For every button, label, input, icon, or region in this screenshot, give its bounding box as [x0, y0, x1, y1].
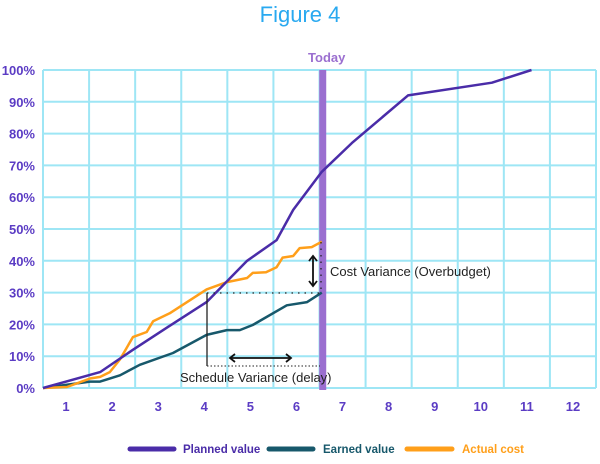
legend-label-actual: Actual cost — [462, 444, 524, 456]
x-tick-label: 10 — [474, 399, 488, 414]
legend-label-planned: Planned value — [183, 444, 260, 456]
legend: Planned value Earned value Actual cost — [127, 444, 524, 456]
x-tick-label: 9 — [431, 399, 438, 414]
y-tick-label: 0% — [16, 381, 35, 396]
legend-item-planned: Planned value — [127, 444, 260, 456]
y-tick-label: 30% — [9, 286, 35, 301]
y-tick-label: 100% — [2, 63, 36, 78]
x-tick-label: 12 — [566, 399, 580, 414]
series-line-planned-value — [42, 68, 532, 390]
x-tick-label: 11 — [520, 399, 534, 414]
y-tick-label: 80% — [9, 127, 35, 142]
x-axis-ticks: 1 2 3 4 5 6 7 8 9 10 11 12 — [62, 399, 580, 414]
x-tick-label: 3 — [155, 399, 162, 414]
chart-title: Figure 4 — [260, 2, 341, 27]
schedule-variance-label: Schedule Variance (delay) — [180, 370, 332, 385]
today-marker: Today — [308, 50, 346, 390]
y-tick-label: 60% — [9, 190, 35, 205]
y-tick-label: 20% — [9, 317, 35, 332]
y-axis-ticks: 0% 10% 20% 30% 40% 50% 60% 70% 80% 90% 100% — [2, 63, 36, 396]
cost-variance-label: Cost Variance (Overbudget) — [330, 264, 491, 279]
schedule-variance-arrow — [228, 353, 293, 363]
x-tick-label: 7 — [339, 399, 346, 414]
legend-item-actual: Actual cost — [404, 444, 524, 456]
y-tick-label: 70% — [9, 158, 35, 173]
y-tick-label: 90% — [9, 95, 35, 110]
cost-variance-arrow — [308, 254, 318, 288]
variance-annotations: Cost Variance (Overbudget) Schedule Vari… — [180, 242, 491, 385]
y-tick-label: 10% — [9, 349, 35, 364]
legend-label-earned: Earned value — [323, 444, 395, 456]
x-tick-label: 1 — [62, 399, 69, 414]
y-tick-label: 40% — [9, 254, 35, 269]
x-tick-label: 6 — [293, 399, 300, 414]
y-tick-label: 50% — [9, 222, 35, 237]
today-label: Today — [308, 50, 346, 65]
legend-item-earned: Earned value — [266, 444, 395, 456]
x-tick-label: 4 — [201, 399, 209, 414]
x-tick-label: 8 — [385, 399, 392, 414]
x-tick-label: 5 — [247, 399, 254, 414]
today-line — [319, 70, 327, 390]
series-line-actual-cost — [42, 240, 323, 390]
x-tick-label: 2 — [109, 399, 116, 414]
